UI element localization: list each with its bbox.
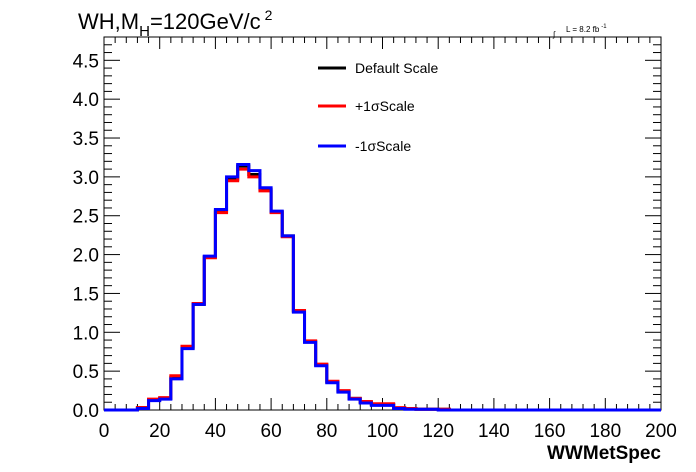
y-axis: 0.0 0.5 1.0 1.5 2.0 2.5 3.0 3.5 4.0 4.5 <box>73 36 661 422</box>
title-main: WH,M <box>78 9 139 34</box>
lumi-integral: ∫ <box>552 30 556 39</box>
x-tick-label: 160 <box>534 421 566 442</box>
x-tick-label: 100 <box>367 421 399 442</box>
series-line <box>104 164 661 412</box>
legend-label: -1σScale <box>355 138 411 154</box>
series-line <box>104 167 661 412</box>
legend-label: +1σScale <box>355 98 415 114</box>
y-tick-label: 1.5 <box>73 284 99 305</box>
lumi-text: L = 8.2 fb <box>566 25 600 34</box>
y-tick-label: 2.5 <box>73 207 99 228</box>
chart-title: WH,MH=120GeV/c 2 <box>78 7 273 40</box>
y-tick-label: 1.0 <box>73 323 99 344</box>
series-group <box>104 162 661 412</box>
title-superscript: 2 <box>265 7 273 23</box>
x-tick-label: 80 <box>316 421 337 442</box>
x-tick-label: 0 <box>99 421 110 442</box>
y-tick-label: 0.5 <box>73 362 99 383</box>
y-tick-label: 4.0 <box>73 90 99 111</box>
plot-frame <box>103 36 662 411</box>
title-subscript: H <box>139 23 150 40</box>
x-tick-label: 60 <box>261 421 282 442</box>
x-tick-label: 140 <box>478 421 510 442</box>
lumi-label: L = 8.2 fb -1 <box>566 24 607 34</box>
legend: Default Scale +1σScale -1σScale <box>318 60 438 154</box>
y-tick-label: 4.5 <box>73 51 99 72</box>
y-tick-label: 3.0 <box>73 168 99 189</box>
y-tick-label: 3.5 <box>73 129 99 150</box>
lumi-superscript: -1 <box>601 24 607 30</box>
x-axis: 0 20 40 60 80 100 120 140 160 180 200 <box>99 37 677 442</box>
x-tick-label: 20 <box>149 421 170 442</box>
x-tick-label: 120 <box>422 421 454 442</box>
y-tick-label: 2.0 <box>73 246 99 267</box>
y-tick-label: 0.0 <box>73 401 99 422</box>
series-1-histogram <box>104 167 661 412</box>
x-tick-label: 180 <box>589 421 621 442</box>
x-tick-label: 200 <box>645 421 677 442</box>
legend-label: Default Scale <box>355 60 438 76</box>
x-axis-title: WWMetSpec <box>547 443 661 464</box>
series-line <box>104 162 661 412</box>
x-tick-label: 40 <box>205 421 226 442</box>
series-0-histogram <box>104 164 661 412</box>
series-2-histogram <box>104 162 661 412</box>
title-rest: =120GeV/c <box>150 9 261 34</box>
